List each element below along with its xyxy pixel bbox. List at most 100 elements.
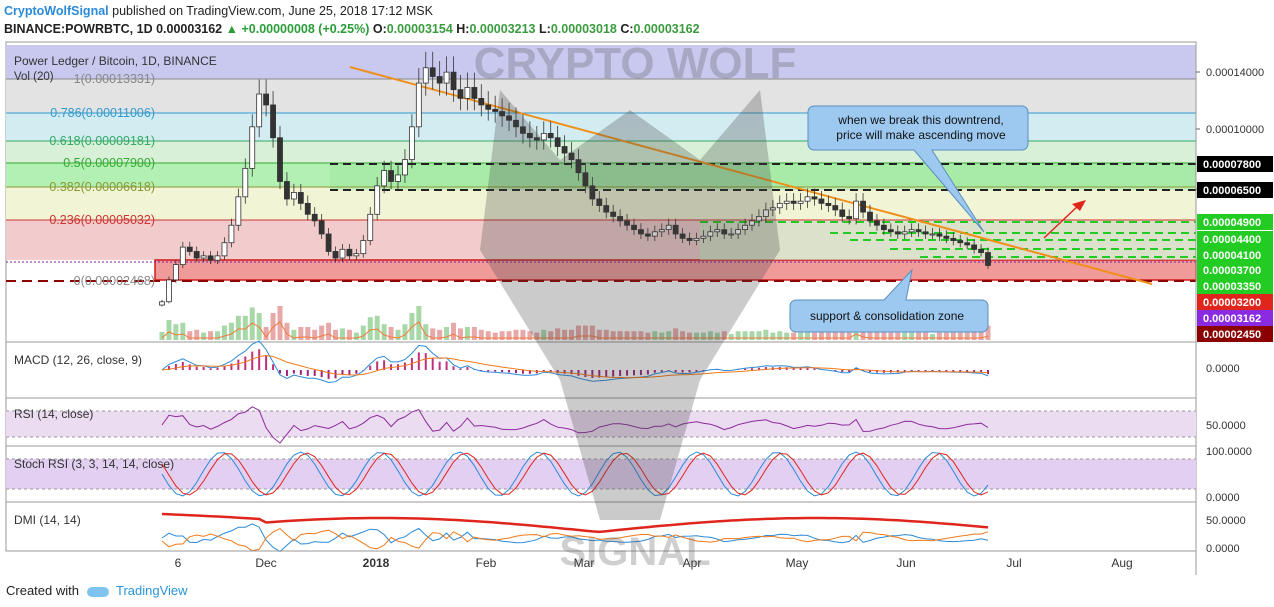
- volume-bar: [846, 332, 852, 340]
- candle-body: [790, 200, 797, 204]
- volume-bar: [457, 328, 463, 340]
- price-badge-text: 0.00003700: [1203, 265, 1261, 277]
- volume-bar: [680, 331, 686, 340]
- volume-bar: [707, 331, 713, 340]
- candle-body: [256, 93, 263, 128]
- volume-bar: [464, 327, 470, 340]
- volume-bar: [194, 329, 200, 340]
- author-link[interactable]: CryptoWolfSignal: [4, 4, 109, 18]
- candle-body: [422, 67, 429, 84]
- candle-body: [193, 251, 200, 259]
- price-change: ▲ +0.00000008 (+0.25%): [225, 22, 370, 36]
- candle-body: [908, 229, 915, 233]
- price-badge-text: 0.00003162: [1203, 313, 1261, 325]
- volume-bar: [666, 331, 672, 340]
- candle-body: [880, 224, 887, 231]
- candle-body: [374, 185, 381, 215]
- candle-body: [304, 202, 311, 215]
- volume-bar: [437, 329, 443, 340]
- volume-bar: [228, 322, 234, 340]
- candle-body: [457, 89, 464, 99]
- volume-bar: [895, 332, 901, 340]
- candle-body: [756, 216, 762, 222]
- candle-body: [811, 196, 818, 200]
- volume-bar: [749, 331, 755, 340]
- volume-bar: [770, 332, 776, 340]
- price-badge-text: 0.00004900: [1203, 217, 1261, 229]
- candle-body: [901, 231, 908, 235]
- candle-body: [735, 229, 742, 235]
- volume-bar: [909, 332, 915, 340]
- volume-bar: [700, 332, 706, 340]
- candle-body: [922, 231, 929, 235]
- volume-bar: [471, 327, 477, 340]
- candle-body: [492, 108, 499, 112]
- last-price: 0.00003162: [156, 22, 223, 36]
- volume-bar: [763, 329, 769, 340]
- volume-bar: [923, 332, 929, 340]
- candle-body: [207, 255, 214, 261]
- candle-body: [346, 248, 353, 257]
- volume-bar: [367, 317, 373, 340]
- candle-body: [638, 229, 644, 235]
- candle-body: [714, 229, 721, 233]
- stoch-pane: Stoch RSI (3, 3, 14, 14, close) 100.0000…: [5, 445, 1252, 504]
- volume-bar: [673, 328, 679, 340]
- fib-zone-top: [6, 45, 1196, 79]
- volume-bar: [298, 327, 304, 340]
- volume-bar: [756, 331, 762, 340]
- callout-text-1: when we break this downtrend,: [837, 113, 1003, 127]
- time-tick: Apr: [683, 556, 702, 570]
- candle-body: [513, 119, 519, 128]
- volume-bar: [777, 331, 783, 340]
- candle-body: [290, 192, 297, 200]
- time-tick: Dec: [255, 556, 276, 570]
- price-badge-text: 0.00006500: [1203, 185, 1261, 197]
- volume-bar: [659, 332, 665, 340]
- candle-body: [846, 216, 853, 220]
- volume-bar: [617, 331, 623, 340]
- candle-body: [402, 159, 408, 176]
- volume-bar: [825, 332, 831, 340]
- volume-bar: [235, 315, 241, 340]
- volume-bar: [541, 329, 547, 340]
- candle-body: [200, 255, 207, 259]
- volume-bar: [610, 331, 616, 340]
- candle-body: [985, 252, 991, 266]
- volume-bar: [159, 331, 165, 340]
- candle-body: [651, 231, 658, 237]
- tradingview-link[interactable]: TradingView: [116, 583, 188, 598]
- publish-line: CryptoWolfSignal published on TradingVie…: [4, 4, 433, 18]
- candle-body: [318, 220, 325, 235]
- candle-body: [776, 202, 783, 209]
- volume-bar: [166, 320, 172, 340]
- chart-title: Power Ledger / Bitcoin, 1D, BINANCE: [14, 54, 217, 68]
- footer: Created with TradingView: [6, 583, 188, 598]
- candle-body: [221, 242, 228, 257]
- candle-body: [804, 196, 811, 202]
- candle-body: [707, 231, 714, 237]
- candle-body: [665, 224, 672, 231]
- candle-body: [367, 213, 374, 241]
- volume-bar: [187, 331, 193, 340]
- volume-bar: [929, 334, 935, 340]
- candle-body: [915, 229, 922, 233]
- volume-bar: [451, 322, 457, 340]
- volume-bar: [784, 332, 790, 340]
- candle-body: [867, 211, 873, 222]
- candle-body: [860, 200, 866, 213]
- candle-body: [478, 97, 485, 106]
- candle-body: [464, 87, 471, 99]
- candle-body: [450, 71, 457, 91]
- volume-bar: [964, 332, 970, 340]
- volume-bar: [305, 327, 311, 340]
- candle-body: [311, 213, 318, 222]
- volume-bar: [596, 329, 602, 340]
- candle-body: [381, 170, 388, 187]
- volume-bar: [860, 327, 866, 340]
- volume-bar: [839, 329, 845, 340]
- volume-bar: [527, 331, 533, 340]
- dmi-pane: DMI (14, 14) 50.0000 0.0000: [5, 501, 1246, 555]
- open-value: 0.00003154: [386, 22, 453, 36]
